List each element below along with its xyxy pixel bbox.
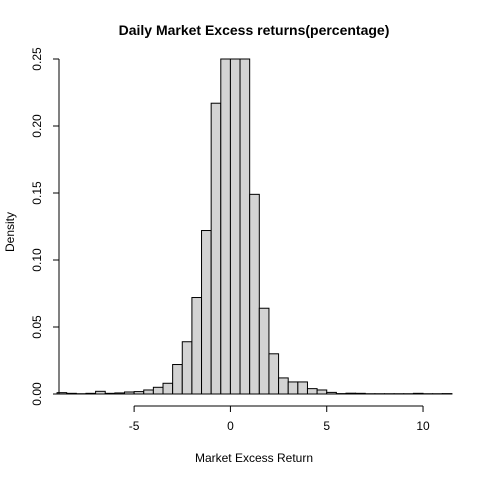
histogram-bar [220,58,231,395]
x-tick-label: 0 [227,419,234,433]
histogram-bar [239,58,251,395]
y-axis-label: Density [3,212,17,252]
histogram-bar [66,392,77,395]
histogram-bar [287,381,299,395]
histogram-bar [181,341,193,395]
x-axis-label: Market Excess Return [195,451,313,465]
histogram-bar [268,353,280,395]
y-axis: 0.00 0.05 0.10 0.15 0.20 0.25 [30,47,60,406]
y-tick-label: 0.25 [30,47,44,71]
x-tick-label: -5 [129,419,140,433]
x-tick-label: 10 [416,419,430,433]
y-tick-label: 0.05 [30,315,44,339]
chart-title: Daily Market Excess returns(percentage) [119,22,390,38]
histogram-bar [210,102,222,395]
histogram-bar [85,392,97,395]
histogram-bar [191,297,203,395]
bars-group [56,58,453,395]
histogram-bar [152,386,164,395]
histogram-bar [229,58,241,395]
y-tick-label: 0.10 [30,248,44,272]
histogram-bar [412,392,424,395]
histogram-bar [201,230,212,395]
histogram-bar [172,364,183,395]
histogram-bar [326,391,337,395]
histogram-bar [249,193,260,395]
y-tick-label: 0.20 [30,114,44,138]
histogram-bar [297,381,308,395]
histogram-bar [355,392,366,395]
histogram-bar [306,388,318,395]
histogram-bar [104,392,116,395]
histogram-bar [345,392,357,395]
histogram-bar [114,392,125,395]
y-tick-label: 0.00 [30,382,44,406]
y-tick-label: 0.15 [30,181,44,205]
x-tick-label: 5 [323,419,330,433]
histogram-bar [258,307,270,395]
histogram-bar [133,391,145,395]
histogram-bar [316,389,328,395]
histogram-bar [143,389,154,395]
histogram-bar [123,391,135,395]
x-axis: -5 0 5 10 [129,405,430,433]
histogram-bar [162,382,174,395]
histogram-bar [278,377,289,395]
histogram-bar [95,390,106,395]
